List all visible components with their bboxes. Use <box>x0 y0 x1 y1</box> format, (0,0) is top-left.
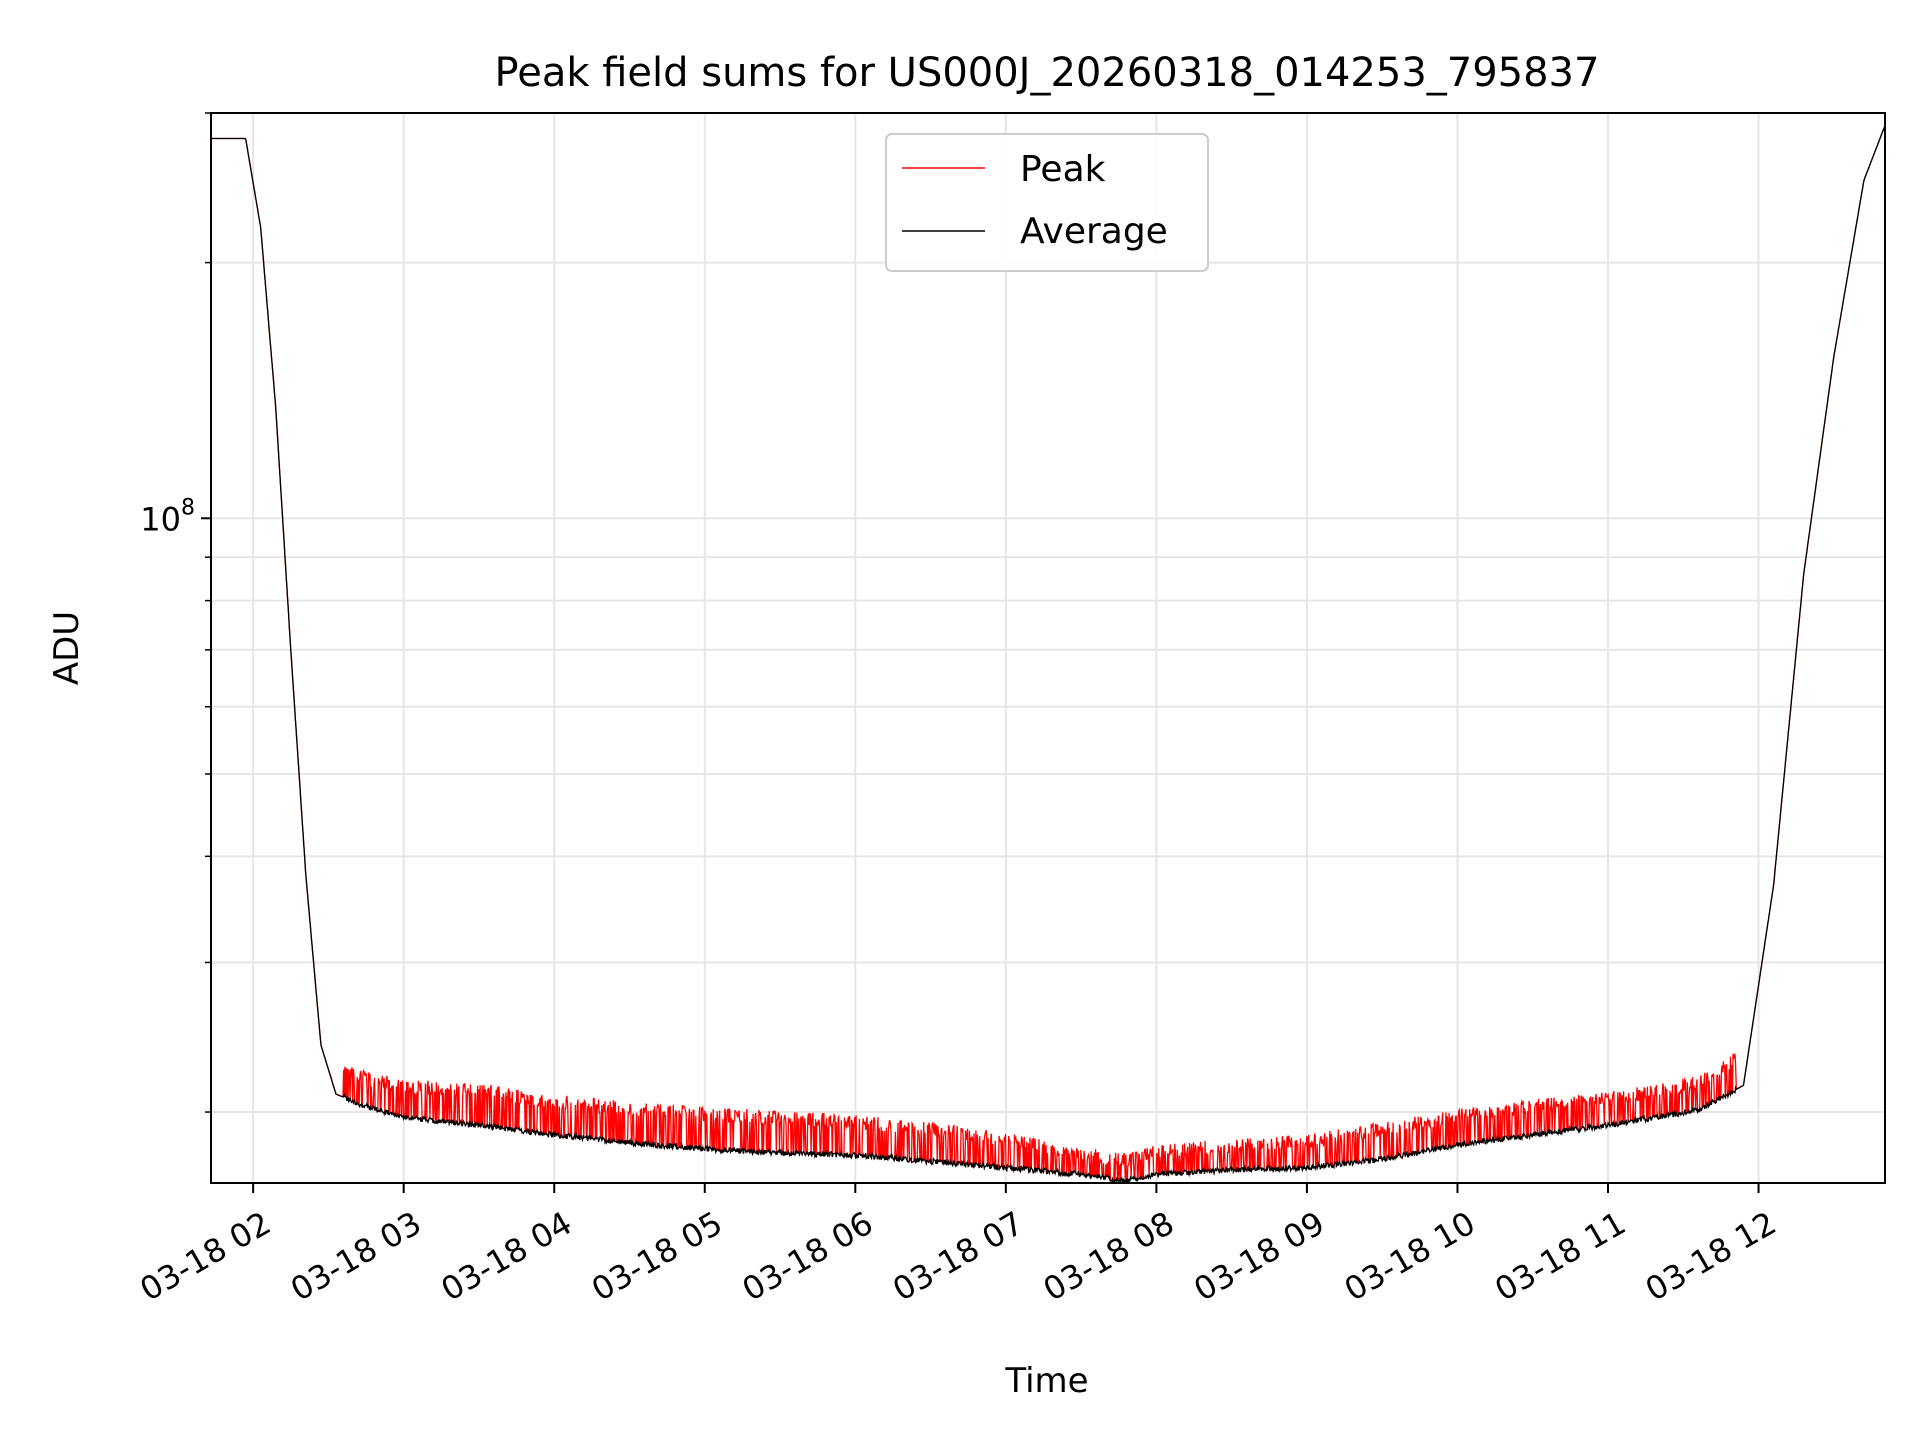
legend-peak-label: Peak <box>1020 149 1106 190</box>
grid <box>211 112 1885 1183</box>
plot-frame <box>210 112 1886 1184</box>
x-axis-label: Time <box>1004 1361 1088 1401</box>
y-tick-label: 108 <box>140 495 195 538</box>
chart-title: Peak field sums for US000J_20260318_0142… <box>495 50 1600 96</box>
legend-average-label: Average <box>1020 211 1168 252</box>
plot-area <box>211 125 1885 1183</box>
series-average-line <box>211 125 1885 1183</box>
y-tick-label-base: 10 <box>140 500 181 538</box>
y-tick-label-exponent: 8 <box>181 495 195 520</box>
legend: Peak Average <box>885 133 1209 272</box>
y-axis-label: ADU <box>47 611 87 685</box>
